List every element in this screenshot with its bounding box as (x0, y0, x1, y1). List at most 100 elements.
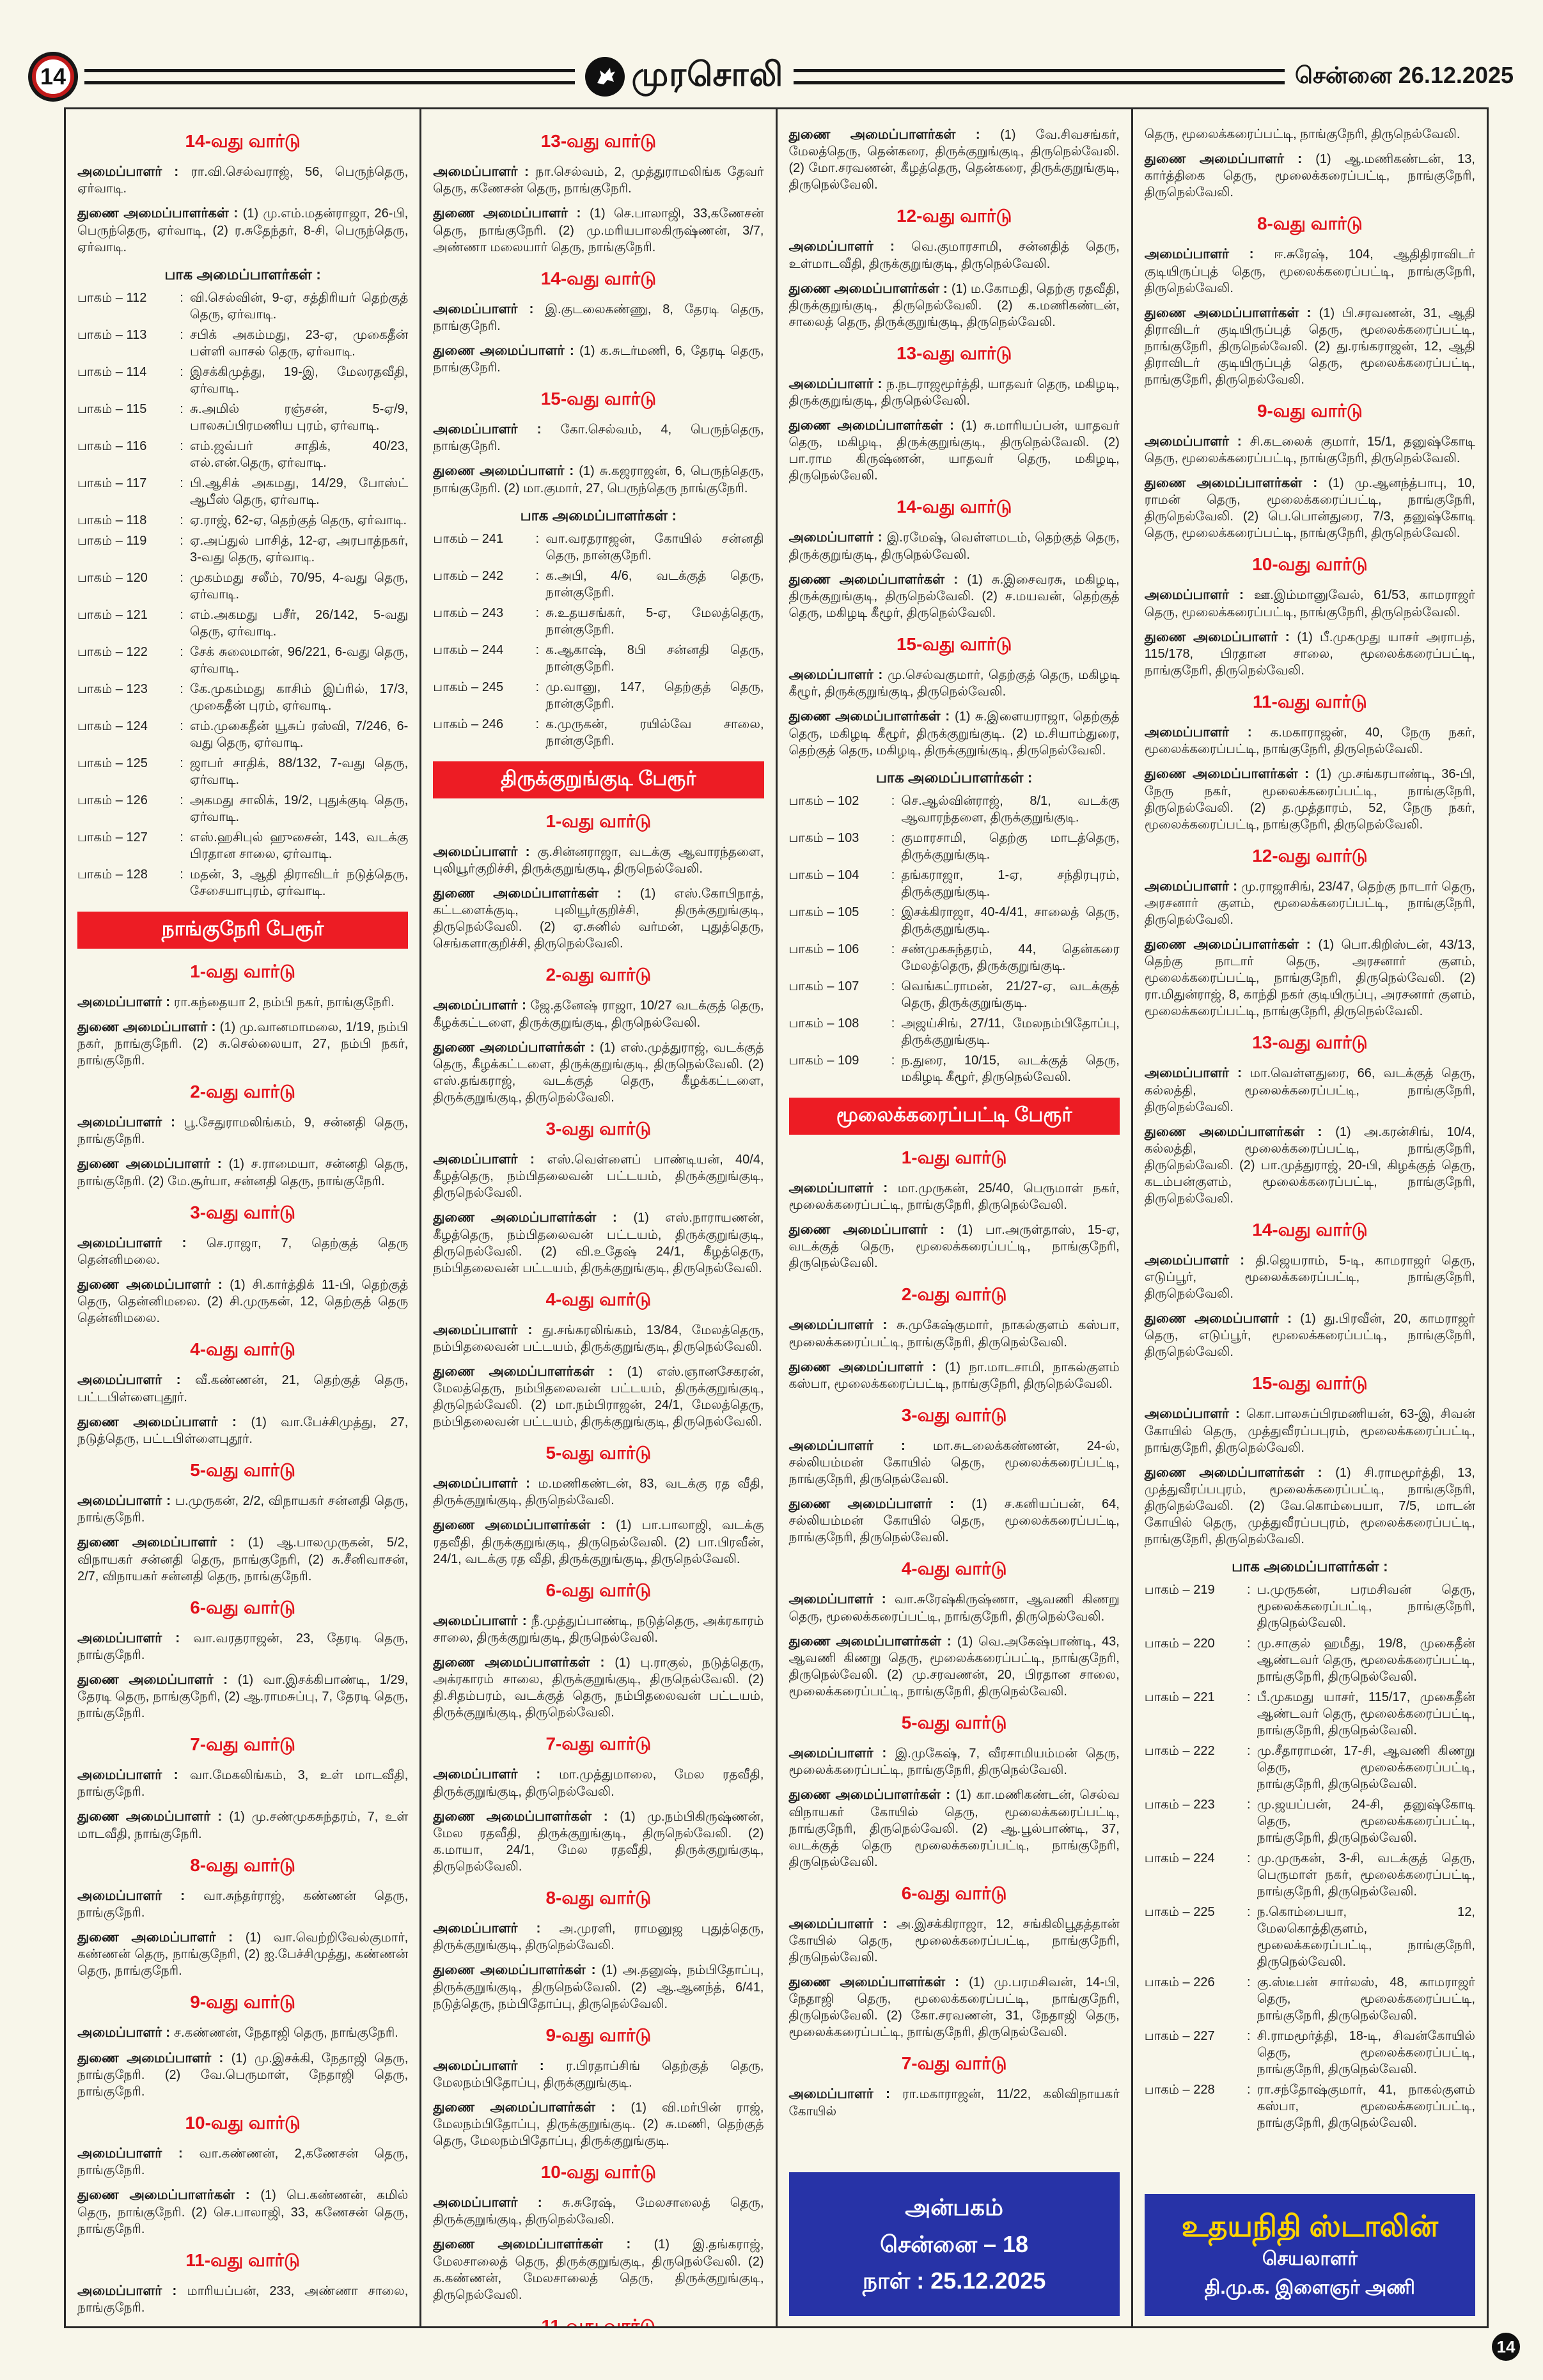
ward-header: 1-வது வார்டு (545, 811, 652, 831)
ward-header: 10-வது வார்டு (1252, 554, 1368, 575)
entry-label: துணை அமைப்பாளர்கள் : (433, 1808, 620, 1824)
entry-continuation: தெரு, மூலைக்கரைப்பட்டி, நாங்குநேரி, திரு… (1144, 127, 1461, 141)
entry-label: அமைப்பாளர் : (77, 994, 174, 1009)
entry-paragraph: துணை அமைப்பாளர்கள் : (1) அ.கரன்சிங், 10/… (1144, 1124, 1475, 1206)
entry-paragraph: துணை அமைப்பாளர் : (1) சி.கார்த்திக் 11-ப… (77, 1277, 409, 1326)
part-text: ந.துரை, 10/15, வடக்குத் தெரு, மகிழடி கீழ… (901, 1053, 1120, 1084)
ward-header: 3-வது வார்டு (901, 1404, 1007, 1425)
text-column-2: 13-வது வார்டு அமைப்பாளர் : நா.செல்வம், 2,… (421, 109, 778, 2326)
part-colon: : (1246, 1905, 1251, 1920)
part-colon: : (180, 681, 184, 696)
part-number: பாகம் – 113 (77, 327, 147, 342)
entry-paragraph: அமைப்பாளர் : ரா.வி.செல்வராஜ், 56, பெருந்… (77, 164, 409, 196)
part-text: ஜாபர் சாதிக், 88/132, 7-வது தெரு, ஏர்வாட… (190, 756, 409, 787)
ward-header: 5-வது வார்டு (901, 1713, 1007, 1733)
part-item: பாகம் – 118: ஏ.ராஜ், 62-ஏ, தெற்குத் தெரு,… (77, 512, 408, 529)
entry-label: அமைப்பாளர் : (77, 1888, 203, 1903)
part-item: பாகம் – 122: சேக் சுலைமான், 96/221, 6-வது… (77, 644, 408, 677)
entry-paragraph: துணை அமைப்பாளர் : (1) ச.கனியப்பன், 64, ச… (788, 1497, 1120, 1545)
entry-label: அமைப்பாளர் : (77, 1115, 184, 1130)
page-number-top: 14 (32, 56, 74, 98)
entry-paragraph: துணை அமைப்பாளர் : (1) சு.கஜராஜன், 6, பெர… (433, 463, 764, 495)
part-text: க.ஆகாஷ், 8பி சன்னதி தெரு, நான்குநேரி. (545, 642, 764, 674)
entry-label: அமைப்பாளர் : (77, 1235, 207, 1250)
part-colon: : (180, 290, 184, 305)
entry-label: அமைப்பாளர் : (1144, 587, 1255, 603)
entry-label: துணை அமைப்பாளர் : (433, 343, 580, 358)
part-number: பாகம் – 114 (77, 364, 147, 379)
part-item: பாகம் – 114: இசக்கிமுத்து, 19-இ, மேலரதவீத… (77, 364, 408, 397)
entry-paragraph: துணை அமைப்பாளர்கள் : (1) மு.எம்.மதன்ராஜா… (77, 206, 409, 254)
entry-paragraph: அமைப்பாளர் : நீ.முத்துப்பாண்டி, நடுத்தெர… (433, 1613, 764, 1645)
entry-paragraph: துணை அமைப்பாளர்கள் : (1) வே.சிவசங்கர், ம… (788, 127, 1120, 192)
entry-paragraph: துணை அமைப்பாளர்கள் : (1) பி.சரவணன், 31, … (1144, 305, 1475, 387)
entry-paragraph: அமைப்பாளர் : ஈ.சுரேஷ், 104, ஆதிதிராவிடர்… (1144, 247, 1476, 295)
entry-label: அமைப்பாளர் : (788, 530, 887, 545)
entry-label: அமைப்பாளர் : (77, 2145, 200, 2161)
part-text: எம்.முகைதீன் யூசுப் ரஸ்வி, 7/246, 6-வது … (190, 719, 409, 750)
entry-label: அமைப்பாளர் : (433, 2195, 562, 2211)
entry-label: துணை அமைப்பாளர்கள் : (433, 1518, 616, 1533)
ward-header: 1-வது வார்டு (190, 961, 296, 981)
part-colon: : (891, 793, 895, 808)
part-text: இசக்கிராஜா, 40-4/41, சாலைத் தெரு, திருக்… (901, 905, 1120, 936)
entry-label: துணை அமைப்பாளர்கள் : (433, 1364, 627, 1379)
entry-label: துணை அமைப்பாளர்கள் : (433, 886, 641, 901)
part-colon: : (180, 644, 184, 659)
entry-label: அமைப்பாளர் : (788, 1438, 933, 1453)
entry-label: துணை அமைப்பாளர்கள் : (77, 2188, 261, 2203)
entry-paragraph: அமைப்பாளர் : எஸ்.வெள்ளைப் பாண்டியன், 40/… (433, 1151, 764, 1201)
ward-header: 8-வது வார்டு (545, 1887, 652, 1908)
section-banner: மூலைக்கரைப்பட்டி பேரூர் (788, 1097, 1120, 1135)
entry-paragraph: அமைப்பாளர் : சு.முகேஷ்குமார், நாகல்குளம்… (788, 1318, 1120, 1349)
entry-label: அமைப்பாளர் : (1144, 247, 1274, 262)
entry-label: துணை அமைப்பாளர்கள் : (788, 1974, 969, 1989)
part-text: எம்.ஜவ்பர் சாதிக், 40/23, எல்.என்.தெரு, … (190, 439, 409, 470)
entry-paragraph: துணை அமைப்பாளர் : (1) ஆ.மணிகண்டன், 13, க… (1144, 152, 1475, 200)
part-text: சண்முகசுந்தரம், 44, தென்கரை மேலத்தெரு, த… (901, 942, 1120, 973)
part-colon: : (535, 568, 540, 583)
part-text: அகமது சாலிக், 19/2, புதுக்குடி தெரு, ஏர்… (190, 793, 409, 824)
ward-header: 6-வது வார்டு (901, 1883, 1007, 1903)
entry-paragraph: அமைப்பாளர் : அ.இசக்கிராஜா, 12, சங்கிலிபூ… (788, 1916, 1120, 1964)
entry-paragraph: துணை அமைப்பாளர் : (1) து.பிரவீன், 20, கா… (1144, 1311, 1476, 1360)
part-colon: : (180, 756, 184, 770)
part-text: ந.கொம்பையா, 12, மேலகொத்திகுளம், மூலைக்கர… (1257, 1905, 1475, 1970)
entry-label: அமைப்பாளர் : (77, 1493, 176, 1508)
part-colon: : (180, 364, 184, 379)
notice-line: அன்பகம் (905, 2194, 1003, 2221)
entry-paragraph: அமைப்பாளர் : வா.கண்ணன், 2,கணேசன் தெரு, ந… (77, 2145, 409, 2178)
part-item: பாகம் – 246: க.முருகன், ரயில்வே சாலை, நான… (433, 716, 764, 749)
part-number: பாகம் – 241 (433, 531, 504, 546)
entry-paragraph: அமைப்பாளர் : இ.முகேஷ், 7, வீரசாமியம்மன் … (788, 1746, 1120, 1778)
part-colon: : (1246, 1690, 1251, 1705)
entry-paragraph: துணை அமைப்பாளர்கள் : (1) மு.பரமசிவன், 14… (788, 1974, 1120, 2040)
entry-paragraph: துணை அமைப்பாளர்கள் : (1) சு.இசைவரசு, மகி… (788, 572, 1120, 621)
section-banner: நாங்குநேரி பேரூர் (77, 911, 409, 949)
entry-paragraph: அமைப்பாளர் : பூ.சேதுராமலிங்கம், 9, சன்னத… (77, 1115, 409, 1147)
part-item: பாகம் – 108: அஜய்சிங், 27/11, மேலநம்பிதோப… (789, 1015, 1120, 1048)
notice-box: அன்பகம் சென்னை – 18 நாள் : 25.12.2025 (788, 2172, 1120, 2316)
part-colon: : (891, 979, 895, 993)
ward-header: 10-வது வார்டு (540, 2162, 657, 2182)
part-number: பாகம் – 245 (433, 680, 504, 694)
entry-paragraph: துணை அமைப்பாளர் : (1) க.சுடர்மணி, 6, தேர… (433, 343, 764, 375)
entry-paragraph: அமைப்பாளர் : மா.முத்துமாலை, மேல ரதவீதி, … (433, 1767, 764, 1799)
entry-paragraph: துணை அமைப்பாளர் : (1) வா.இசக்கிபாண்டி, 1… (77, 1672, 409, 1721)
part-number: பாகம் – 108 (788, 1016, 859, 1031)
ward-header: 3-வது வார்டு (545, 1118, 652, 1139)
masthead: முரசொலி (585, 56, 783, 98)
entry-paragraph: அமைப்பாளர் : ம.மணிகண்டன், 83, வடக்கு ரத … (433, 1476, 764, 1508)
entry-label: அமைப்பாளர் : (77, 1768, 190, 1783)
part-number: பாகம் – 116 (77, 439, 147, 453)
entry-label: துணை அமைப்பாளர் : (1144, 629, 1297, 644)
entry-label: துணை அமைப்பாளர்கள் : (77, 206, 243, 221)
ward-header: 15-வது வார்டு (1252, 1373, 1368, 1394)
entry-paragraph: அமைப்பாளர் : இ.குடலைகண்ணு, 8, தேரடி தெரு… (433, 301, 764, 333)
ward-header: 2-வது வார்டு (545, 965, 652, 985)
entry-label: துணை அமைப்பாளர்கள் : (788, 127, 1001, 142)
entry-paragraph: அமைப்பாளர் : தி.ஜெயராம், 5-டி, காமராஜர் … (1144, 1252, 1475, 1302)
entry-paragraph: அமைப்பாளர் : வீ.கண்ணன், 21, தெற்குத் தெர… (77, 1373, 409, 1404)
ward-header: 4-வது வார்டு (901, 1559, 1007, 1579)
entry-label: துணை அமைப்பாளர்கள் : (788, 1633, 957, 1649)
